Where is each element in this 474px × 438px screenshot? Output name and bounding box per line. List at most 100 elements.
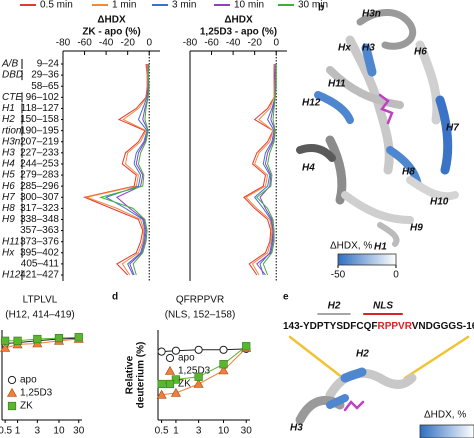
x-tick-label: 3 (35, 426, 41, 437)
helix-label: H3n (362, 9, 381, 20)
peptide-label: 207–219 (20, 136, 59, 147)
region-label: DBD (2, 70, 23, 81)
colorbar-tick-label: 0 (393, 270, 399, 281)
x-tick-label: -40 (99, 38, 114, 49)
region-label: H3 (2, 147, 15, 158)
nls-structure (288, 313, 474, 438)
axis-title: ΔHDX (97, 15, 126, 26)
region-label: H7 (2, 192, 15, 203)
y-axis-label: Relative (125, 355, 136, 394)
hdx-line (99, 63, 150, 276)
x-tick-label: -20 (247, 38, 262, 49)
region-label: H5 (2, 170, 15, 181)
region-label: Hx (2, 247, 15, 258)
marker (33, 334, 42, 344)
legend-label: ZK (20, 401, 33, 412)
region-label: H6 (2, 181, 15, 192)
legend-label: apo (20, 375, 37, 386)
peptide-label: 338–348 (20, 214, 59, 225)
legend-marker (165, 379, 175, 389)
peptide-label: 395–402 (20, 247, 59, 258)
marker (1, 336, 10, 345)
sequence-part: RPPVR (377, 321, 412, 332)
sequence: 143-YDPTYSDFCQFRPPVRVNDGGGS-165 (283, 321, 474, 332)
x-tick-label: 30 (241, 426, 253, 437)
x-tick-label: 0 (273, 38, 279, 49)
hdx-line (256, 64, 277, 276)
region-label: H9 (2, 214, 15, 225)
marker (242, 342, 251, 351)
hdx-line (245, 63, 276, 276)
x-tick-label: 0 (146, 38, 152, 49)
marker (171, 375, 181, 384)
structure-label: H2 (356, 349, 369, 360)
peptide-label: 9–24 (37, 59, 60, 70)
x-tick-label: 1 (173, 426, 179, 437)
chart-subtitle: (H12, 414–419) (5, 310, 75, 321)
region-label: H11 (2, 236, 20, 247)
x-tick-label: -60 (204, 38, 219, 49)
peptide-label: 150–158 (20, 114, 59, 125)
panel-label: d (112, 292, 118, 303)
colorbar-title: ΔHDX, % (330, 241, 372, 252)
structure-label: H3 (290, 423, 303, 434)
panel-label: e (283, 292, 289, 303)
peptide-label: 421–427 (20, 270, 59, 281)
helix-label: H12 (302, 98, 321, 109)
marker (194, 345, 203, 354)
marker (218, 365, 229, 375)
marker (219, 345, 228, 354)
legend-label: 1,25D3 (20, 388, 53, 399)
chart-subtitle: (NLS, 152–158) (165, 310, 236, 321)
legend-label: 0.5 min (40, 0, 73, 11)
region-label: H3n (2, 136, 21, 147)
legend-marker (164, 365, 176, 375)
x-tick-label: 0.5 (155, 426, 169, 437)
region-label: H4 (2, 159, 15, 170)
helix-label: H9 (410, 223, 423, 234)
peptide-label: 244–253 (20, 159, 59, 170)
segment-label: NLS (373, 301, 393, 312)
region-label: H12 (2, 270, 21, 281)
legend-label: 10 min (234, 0, 264, 11)
legend-marker (165, 353, 175, 363)
legend-label: 30 min (298, 0, 328, 11)
legend-label: 1 min (112, 0, 136, 11)
peptide-label: 96–102 (26, 92, 60, 103)
helix-label: Hx (338, 43, 351, 54)
marker (157, 379, 166, 389)
helix-label: H4 (302, 163, 315, 174)
colorbar (337, 253, 397, 266)
y-axis-label: deuterium (%) (136, 342, 147, 409)
helix-label: H10 (430, 197, 449, 208)
region-label: rtion (2, 125, 22, 136)
legend-label: 1,25D3 (178, 366, 211, 377)
segment-label: H2 (328, 301, 341, 312)
x-tick-label: -80 (183, 38, 198, 49)
helix-label: H6 (414, 47, 427, 58)
region-label: CTE (2, 92, 22, 103)
legend-marker (6, 387, 18, 397)
hdx-line (84, 64, 148, 276)
colorbar-title: ΔHDX, % (424, 410, 466, 421)
marker (13, 336, 22, 345)
legend-marker (7, 401, 17, 411)
helix-label: H1 (374, 242, 387, 253)
helix-label: H3 (362, 43, 375, 54)
axis-title: ΔHDX (224, 15, 253, 26)
x-tick-label: -60 (77, 38, 92, 49)
x-tick-label: -80 (56, 38, 71, 49)
region-label: H8 (2, 203, 15, 214)
marker (171, 346, 181, 355)
x-tick-label: -40 (226, 38, 241, 49)
peptide-label: 190–195 (20, 125, 59, 136)
axis-subtitle: ZK - apo (%) (82, 27, 140, 38)
chart-title: LTPLVL (23, 295, 58, 306)
panel-label: b (318, 3, 324, 14)
helix-label: H7 (446, 123, 459, 134)
x-tick-label: 1 (15, 426, 21, 437)
x-tick-label: 10 (53, 426, 65, 437)
marker (170, 387, 181, 397)
helix-label: H8 (402, 167, 415, 178)
marker (194, 372, 203, 381)
